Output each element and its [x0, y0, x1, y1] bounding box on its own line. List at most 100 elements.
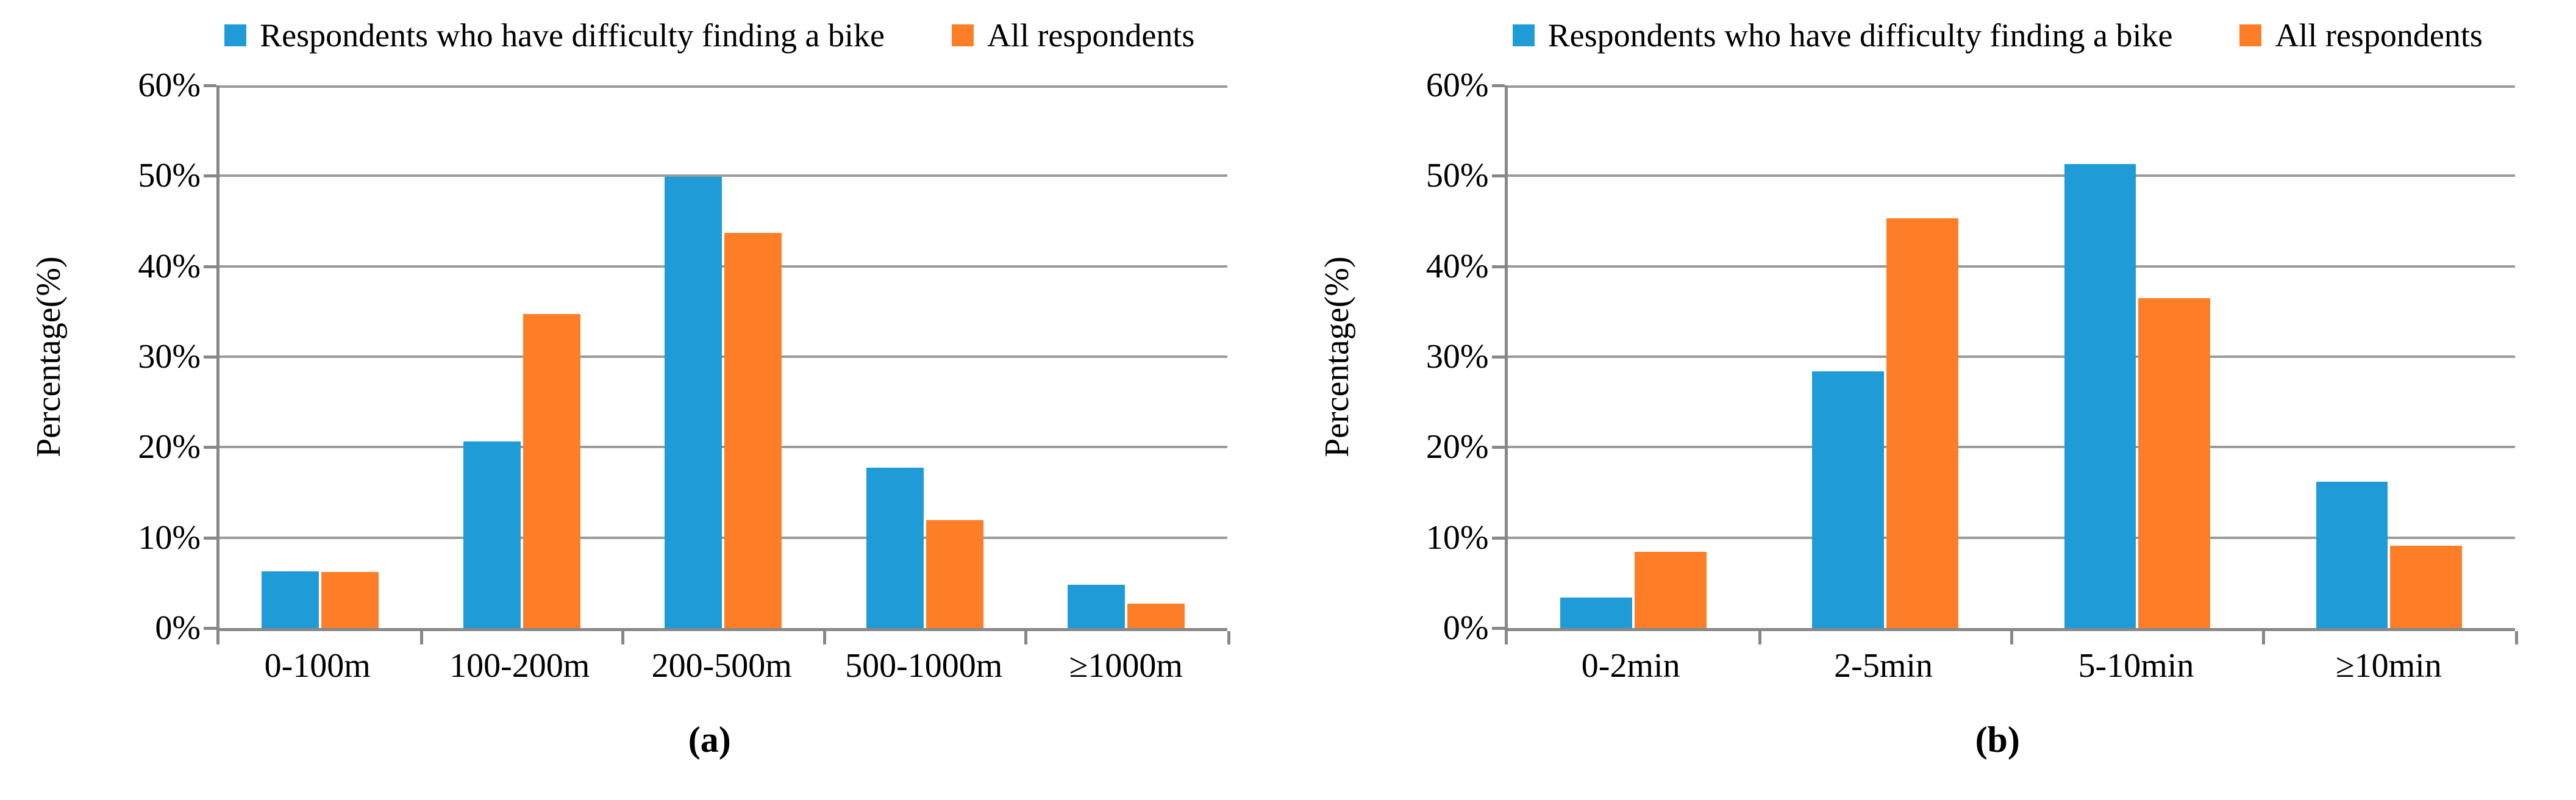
chart-panel-b: Respondents who have difficulty finding …: [1288, 0, 2576, 800]
y-axis-tick-label: 0%: [1443, 609, 1489, 647]
bar-groups: [219, 85, 1227, 628]
y-axis-tickmark: [1491, 627, 1505, 630]
x-axis-tickmark: [1758, 631, 1761, 645]
bar-difficulty-respondents: [2064, 164, 2136, 628]
x-axis-label: 2-5min: [1834, 647, 1933, 685]
y-axis-tick-label: 30%: [138, 338, 201, 376]
bar-difficulty-respondents: [866, 468, 924, 628]
chart-row: Percentage(%) 60% 50% 40% 30% 20% 10% 0% 0-100m 1…: [24, 68, 1288, 687]
y-axis-tickmark: [1491, 355, 1505, 359]
gridline: [1507, 174, 2515, 177]
y-axis-tick-label: 20%: [138, 428, 201, 466]
bar-group-5-10min: [2011, 85, 2263, 628]
bar-all-respondents: [1635, 552, 1707, 628]
y-axis-tick-label: 20%: [1425, 428, 1489, 466]
bar-group-200-500m: [623, 85, 824, 628]
x-axis-tickmark: [2515, 631, 2518, 645]
plot-area: [204, 84, 1230, 645]
y-axis-tickmark: [1491, 536, 1505, 540]
gridline: [219, 355, 1227, 358]
x-axis-label: ≥1000m: [1069, 647, 1183, 685]
gridline: [219, 536, 1227, 539]
x-axis-tickmark: [2261, 631, 2265, 645]
chart-row: Percentage(%) 60% 50% 40% 30% 20% 10% 0% 0-2min 2…: [1313, 68, 2576, 687]
gridline: [219, 446, 1227, 449]
x-axis-label: 5-10min: [2078, 647, 2194, 685]
bar-all-respondents: [523, 314, 580, 628]
y-axis-tick-labels: 60% 50% 40% 30% 20% 10% 0%: [1361, 68, 1505, 645]
y-axis-tickmark: [1491, 265, 1505, 268]
x-axis-label: 0-2min: [1581, 647, 1680, 685]
plot-column: 0-100m 100-200m 200-500m 500-1000m ≥1000m: [204, 84, 1288, 687]
x-axis-tickmark: [1227, 631, 1230, 645]
y-axis-tick-labels: 60% 50% 40% 30% 20% 10% 0%: [73, 68, 216, 645]
bar-group-500-1000m: [824, 85, 1026, 628]
bar-groups: [1508, 85, 2516, 628]
legend-swatch-orange-icon: [951, 24, 974, 46]
bar-all-respondents: [1127, 603, 1185, 628]
legend: Respondents who have difficulty finding …: [1480, 16, 2516, 55]
panel-caption-b: (b): [1975, 720, 2020, 760]
legend-item: All respondents: [951, 16, 1194, 54]
y-axis-tick-label: 30%: [1425, 338, 1489, 376]
y-axis-tick-label: 10%: [138, 518, 201, 557]
bar-difficulty-respondents: [2316, 481, 2388, 628]
legend-item: All respondents: [2239, 16, 2483, 54]
bar-all-respondents: [1886, 218, 1958, 628]
bar-group-100-200m: [421, 85, 623, 628]
y-axis-tick-label: 0%: [155, 609, 201, 647]
gridline: [1507, 85, 2515, 88]
bar-difficulty-respondents: [665, 176, 722, 628]
gridline: [1507, 446, 2515, 449]
y-axis-tick-label: 40%: [1425, 247, 1489, 285]
bar-all-respondents: [321, 572, 379, 628]
y-axis-tick-label: 10%: [1425, 518, 1489, 557]
bar-difficulty-respondents: [262, 571, 319, 628]
bar-all-respondents: [724, 232, 782, 628]
y-axis-title: Percentage(%): [30, 256, 68, 457]
y-axis-tickmark: [1491, 174, 1505, 178]
y-axis-tickmark: [204, 265, 216, 268]
bar-all-respondents: [2138, 298, 2211, 628]
plot-column: 0-2min 2-5min 5-10min ≥10min: [1491, 84, 2576, 687]
bar-group--10min: [2263, 85, 2515, 628]
x-axis-tickmark: [621, 631, 624, 645]
x-axis-label: 500-1000m: [845, 647, 1003, 685]
y-axis-title: Percentage(%): [1318, 256, 1356, 457]
x-axis-label: ≥10min: [2335, 647, 2442, 685]
y-axis-tickmark: [1491, 446, 1505, 449]
bar-difficulty-respondents: [463, 441, 521, 628]
gridline: [219, 174, 1227, 177]
bar-difficulty-respondents: [1560, 597, 1633, 628]
x-axis-labels: 0-100m 100-200m 200-500m 500-1000m ≥1000m: [216, 645, 1227, 687]
gridline: [1507, 355, 2515, 358]
y-axis-tick-label: 50%: [1425, 157, 1489, 195]
legend-label: All respondents: [2275, 17, 2483, 54]
x-axis-label: 0-100m: [264, 647, 371, 685]
legend: Respondents who have difficulty finding …: [192, 16, 1227, 55]
x-axis-tickmark: [216, 631, 219, 645]
legend-item: Respondents who have difficulty finding …: [224, 16, 885, 54]
bar-all-respondents: [926, 520, 983, 628]
plot-area: [1491, 84, 2518, 645]
legend-swatch-blue-icon: [1512, 24, 1535, 46]
x-axis-tickmark: [2010, 631, 2013, 645]
x-axis-labels: 0-2min 2-5min 5-10min ≥10min: [1505, 645, 2516, 687]
bar-difficulty-respondents: [1068, 584, 1126, 628]
y-axis-tickmark: [204, 627, 216, 630]
y-axis-tickmark: [204, 536, 216, 540]
legend-label: Respondents who have difficulty finding …: [260, 17, 885, 54]
y-axis-tickmark: [1491, 84, 1505, 87]
y-axis-tick-label: 40%: [138, 247, 201, 285]
chart-panel-a: Respondents who have difficulty finding …: [24, 16, 1288, 760]
y-axis-tick-label: 50%: [138, 157, 201, 195]
legend-swatch-orange-icon: [2239, 24, 2262, 46]
panel-caption-a: (a): [688, 720, 731, 760]
x-axis-tickmark: [419, 631, 423, 645]
y-axis-tick-label: 60%: [138, 66, 201, 104]
x-axis-label: 200-500m: [651, 647, 792, 685]
legend-swatch-blue-icon: [224, 24, 247, 46]
y-axis-tick-label: 60%: [1425, 66, 1489, 104]
gridline: [1507, 265, 2515, 268]
